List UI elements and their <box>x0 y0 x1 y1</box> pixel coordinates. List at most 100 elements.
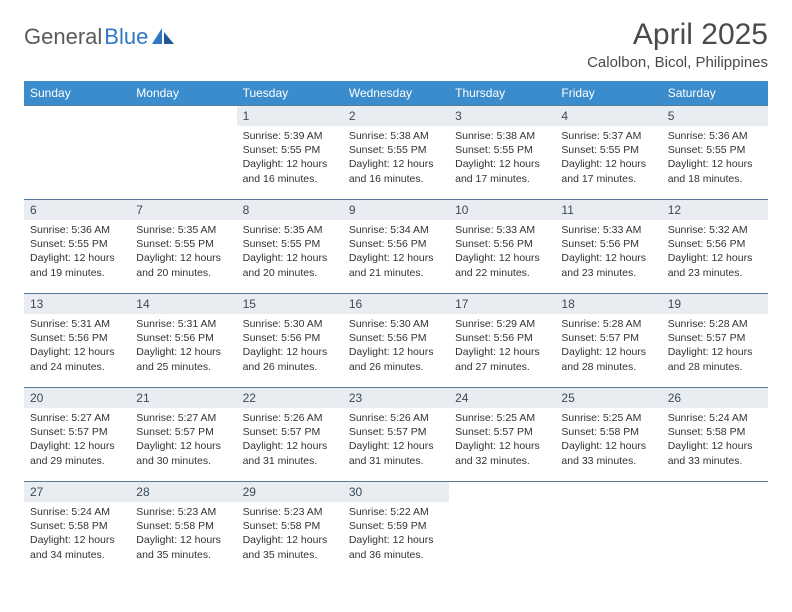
sunset-text: Sunset: 5:55 PM <box>243 143 337 157</box>
sunset-text: Sunset: 5:56 PM <box>30 331 124 345</box>
sunrise-text: Sunrise: 5:38 AM <box>349 129 443 143</box>
day-number-cell: 13 <box>24 294 130 315</box>
day-number-cell: 24 <box>449 388 555 409</box>
day-number-cell: 8 <box>237 200 343 221</box>
calendar-table: Sunday Monday Tuesday Wednesday Thursday… <box>24 81 768 575</box>
daylight-text: Daylight: 12 hours and 34 minutes. <box>30 533 124 561</box>
daylight-text: Daylight: 12 hours and 20 minutes. <box>136 251 230 279</box>
day-number-cell: 11 <box>555 200 661 221</box>
sunrise-text: Sunrise: 5:32 AM <box>668 223 762 237</box>
day-details-cell: Sunrise: 5:31 AMSunset: 5:56 PMDaylight:… <box>130 314 236 388</box>
day-number-cell: 10 <box>449 200 555 221</box>
week-daynum-row: 12345 <box>24 106 768 127</box>
week-daynum-row: 20212223242526 <box>24 388 768 409</box>
weekday-header: Monday <box>130 81 236 106</box>
brand-name-part1: General <box>24 24 102 50</box>
day-number-cell: 17 <box>449 294 555 315</box>
title-block: April 2025 Calolbon, Bicol, Philippines <box>587 18 768 71</box>
day-number-cell <box>24 106 130 127</box>
week-details-row: Sunrise: 5:24 AMSunset: 5:58 PMDaylight:… <box>24 502 768 575</box>
day-details-cell: Sunrise: 5:33 AMSunset: 5:56 PMDaylight:… <box>555 220 661 294</box>
day-number-cell: 30 <box>343 482 449 503</box>
day-number-cell: 9 <box>343 200 449 221</box>
sunrise-text: Sunrise: 5:37 AM <box>561 129 655 143</box>
sunset-text: Sunset: 5:59 PM <box>349 519 443 533</box>
weekday-header-row: Sunday Monday Tuesday Wednesday Thursday… <box>24 81 768 106</box>
day-details-cell <box>555 502 661 575</box>
calendar-body: 12345Sunrise: 5:39 AMSunset: 5:55 PMDayl… <box>24 106 768 576</box>
sunset-text: Sunset: 5:58 PM <box>30 519 124 533</box>
sunset-text: Sunset: 5:56 PM <box>668 237 762 251</box>
sunset-text: Sunset: 5:56 PM <box>136 331 230 345</box>
day-details-cell: Sunrise: 5:23 AMSunset: 5:58 PMDaylight:… <box>130 502 236 575</box>
sunset-text: Sunset: 5:56 PM <box>349 331 443 345</box>
sunset-text: Sunset: 5:57 PM <box>455 425 549 439</box>
day-number-cell: 23 <box>343 388 449 409</box>
daylight-text: Daylight: 12 hours and 23 minutes. <box>668 251 762 279</box>
sunrise-text: Sunrise: 5:34 AM <box>349 223 443 237</box>
daylight-text: Daylight: 12 hours and 35 minutes. <box>243 533 337 561</box>
day-number-cell: 21 <box>130 388 236 409</box>
day-number-cell: 27 <box>24 482 130 503</box>
sunset-text: Sunset: 5:58 PM <box>243 519 337 533</box>
sunset-text: Sunset: 5:55 PM <box>668 143 762 157</box>
day-number-cell: 14 <box>130 294 236 315</box>
day-number-cell: 18 <box>555 294 661 315</box>
day-details-cell: Sunrise: 5:28 AMSunset: 5:57 PMDaylight:… <box>555 314 661 388</box>
weekday-header: Sunday <box>24 81 130 106</box>
daylight-text: Daylight: 12 hours and 23 minutes. <box>561 251 655 279</box>
day-details-cell: Sunrise: 5:38 AMSunset: 5:55 PMDaylight:… <box>449 126 555 200</box>
sunset-text: Sunset: 5:57 PM <box>668 331 762 345</box>
day-details-cell <box>449 502 555 575</box>
sunset-text: Sunset: 5:56 PM <box>455 237 549 251</box>
sunset-text: Sunset: 5:57 PM <box>136 425 230 439</box>
day-details-cell: Sunrise: 5:28 AMSunset: 5:57 PMDaylight:… <box>662 314 768 388</box>
day-number-cell: 12 <box>662 200 768 221</box>
day-details-cell <box>130 126 236 200</box>
sunrise-text: Sunrise: 5:25 AM <box>561 411 655 425</box>
brand-name-part2: Blue <box>104 24 148 50</box>
sunrise-text: Sunrise: 5:35 AM <box>136 223 230 237</box>
daylight-text: Daylight: 12 hours and 33 minutes. <box>668 439 762 467</box>
daylight-text: Daylight: 12 hours and 26 minutes. <box>243 345 337 373</box>
daylight-text: Daylight: 12 hours and 17 minutes. <box>561 157 655 185</box>
sunset-text: Sunset: 5:57 PM <box>561 331 655 345</box>
sunrise-text: Sunrise: 5:39 AM <box>243 129 337 143</box>
day-number-cell: 1 <box>237 106 343 127</box>
day-details-cell: Sunrise: 5:25 AMSunset: 5:58 PMDaylight:… <box>555 408 661 482</box>
daylight-text: Daylight: 12 hours and 32 minutes. <box>455 439 549 467</box>
daylight-text: Daylight: 12 hours and 36 minutes. <box>349 533 443 561</box>
day-number-cell: 25 <box>555 388 661 409</box>
daylight-text: Daylight: 12 hours and 26 minutes. <box>349 345 443 373</box>
daylight-text: Daylight: 12 hours and 16 minutes. <box>243 157 337 185</box>
day-details-cell <box>662 502 768 575</box>
sunset-text: Sunset: 5:56 PM <box>243 331 337 345</box>
day-number-cell: 7 <box>130 200 236 221</box>
day-number-cell: 6 <box>24 200 130 221</box>
day-details-cell: Sunrise: 5:24 AMSunset: 5:58 PMDaylight:… <box>662 408 768 482</box>
daylight-text: Daylight: 12 hours and 22 minutes. <box>455 251 549 279</box>
day-number-cell: 5 <box>662 106 768 127</box>
daylight-text: Daylight: 12 hours and 17 minutes. <box>455 157 549 185</box>
daylight-text: Daylight: 12 hours and 28 minutes. <box>668 345 762 373</box>
day-number-cell <box>130 106 236 127</box>
sunrise-text: Sunrise: 5:30 AM <box>349 317 443 331</box>
day-number-cell: 28 <box>130 482 236 503</box>
daylight-text: Daylight: 12 hours and 31 minutes. <box>349 439 443 467</box>
sunset-text: Sunset: 5:58 PM <box>136 519 230 533</box>
sunrise-text: Sunrise: 5:28 AM <box>668 317 762 331</box>
sunset-text: Sunset: 5:56 PM <box>349 237 443 251</box>
day-number-cell: 2 <box>343 106 449 127</box>
day-details-cell: Sunrise: 5:27 AMSunset: 5:57 PMDaylight:… <box>24 408 130 482</box>
sunset-text: Sunset: 5:55 PM <box>30 237 124 251</box>
sunrise-text: Sunrise: 5:33 AM <box>455 223 549 237</box>
daylight-text: Daylight: 12 hours and 27 minutes. <box>455 345 549 373</box>
day-number-cell <box>449 482 555 503</box>
sunrise-text: Sunrise: 5:23 AM <box>243 505 337 519</box>
month-title: April 2025 <box>587 18 768 52</box>
sunrise-text: Sunrise: 5:28 AM <box>561 317 655 331</box>
daylight-text: Daylight: 12 hours and 31 minutes. <box>243 439 337 467</box>
sunset-text: Sunset: 5:58 PM <box>668 425 762 439</box>
daylight-text: Daylight: 12 hours and 19 minutes. <box>30 251 124 279</box>
sunrise-text: Sunrise: 5:24 AM <box>30 505 124 519</box>
